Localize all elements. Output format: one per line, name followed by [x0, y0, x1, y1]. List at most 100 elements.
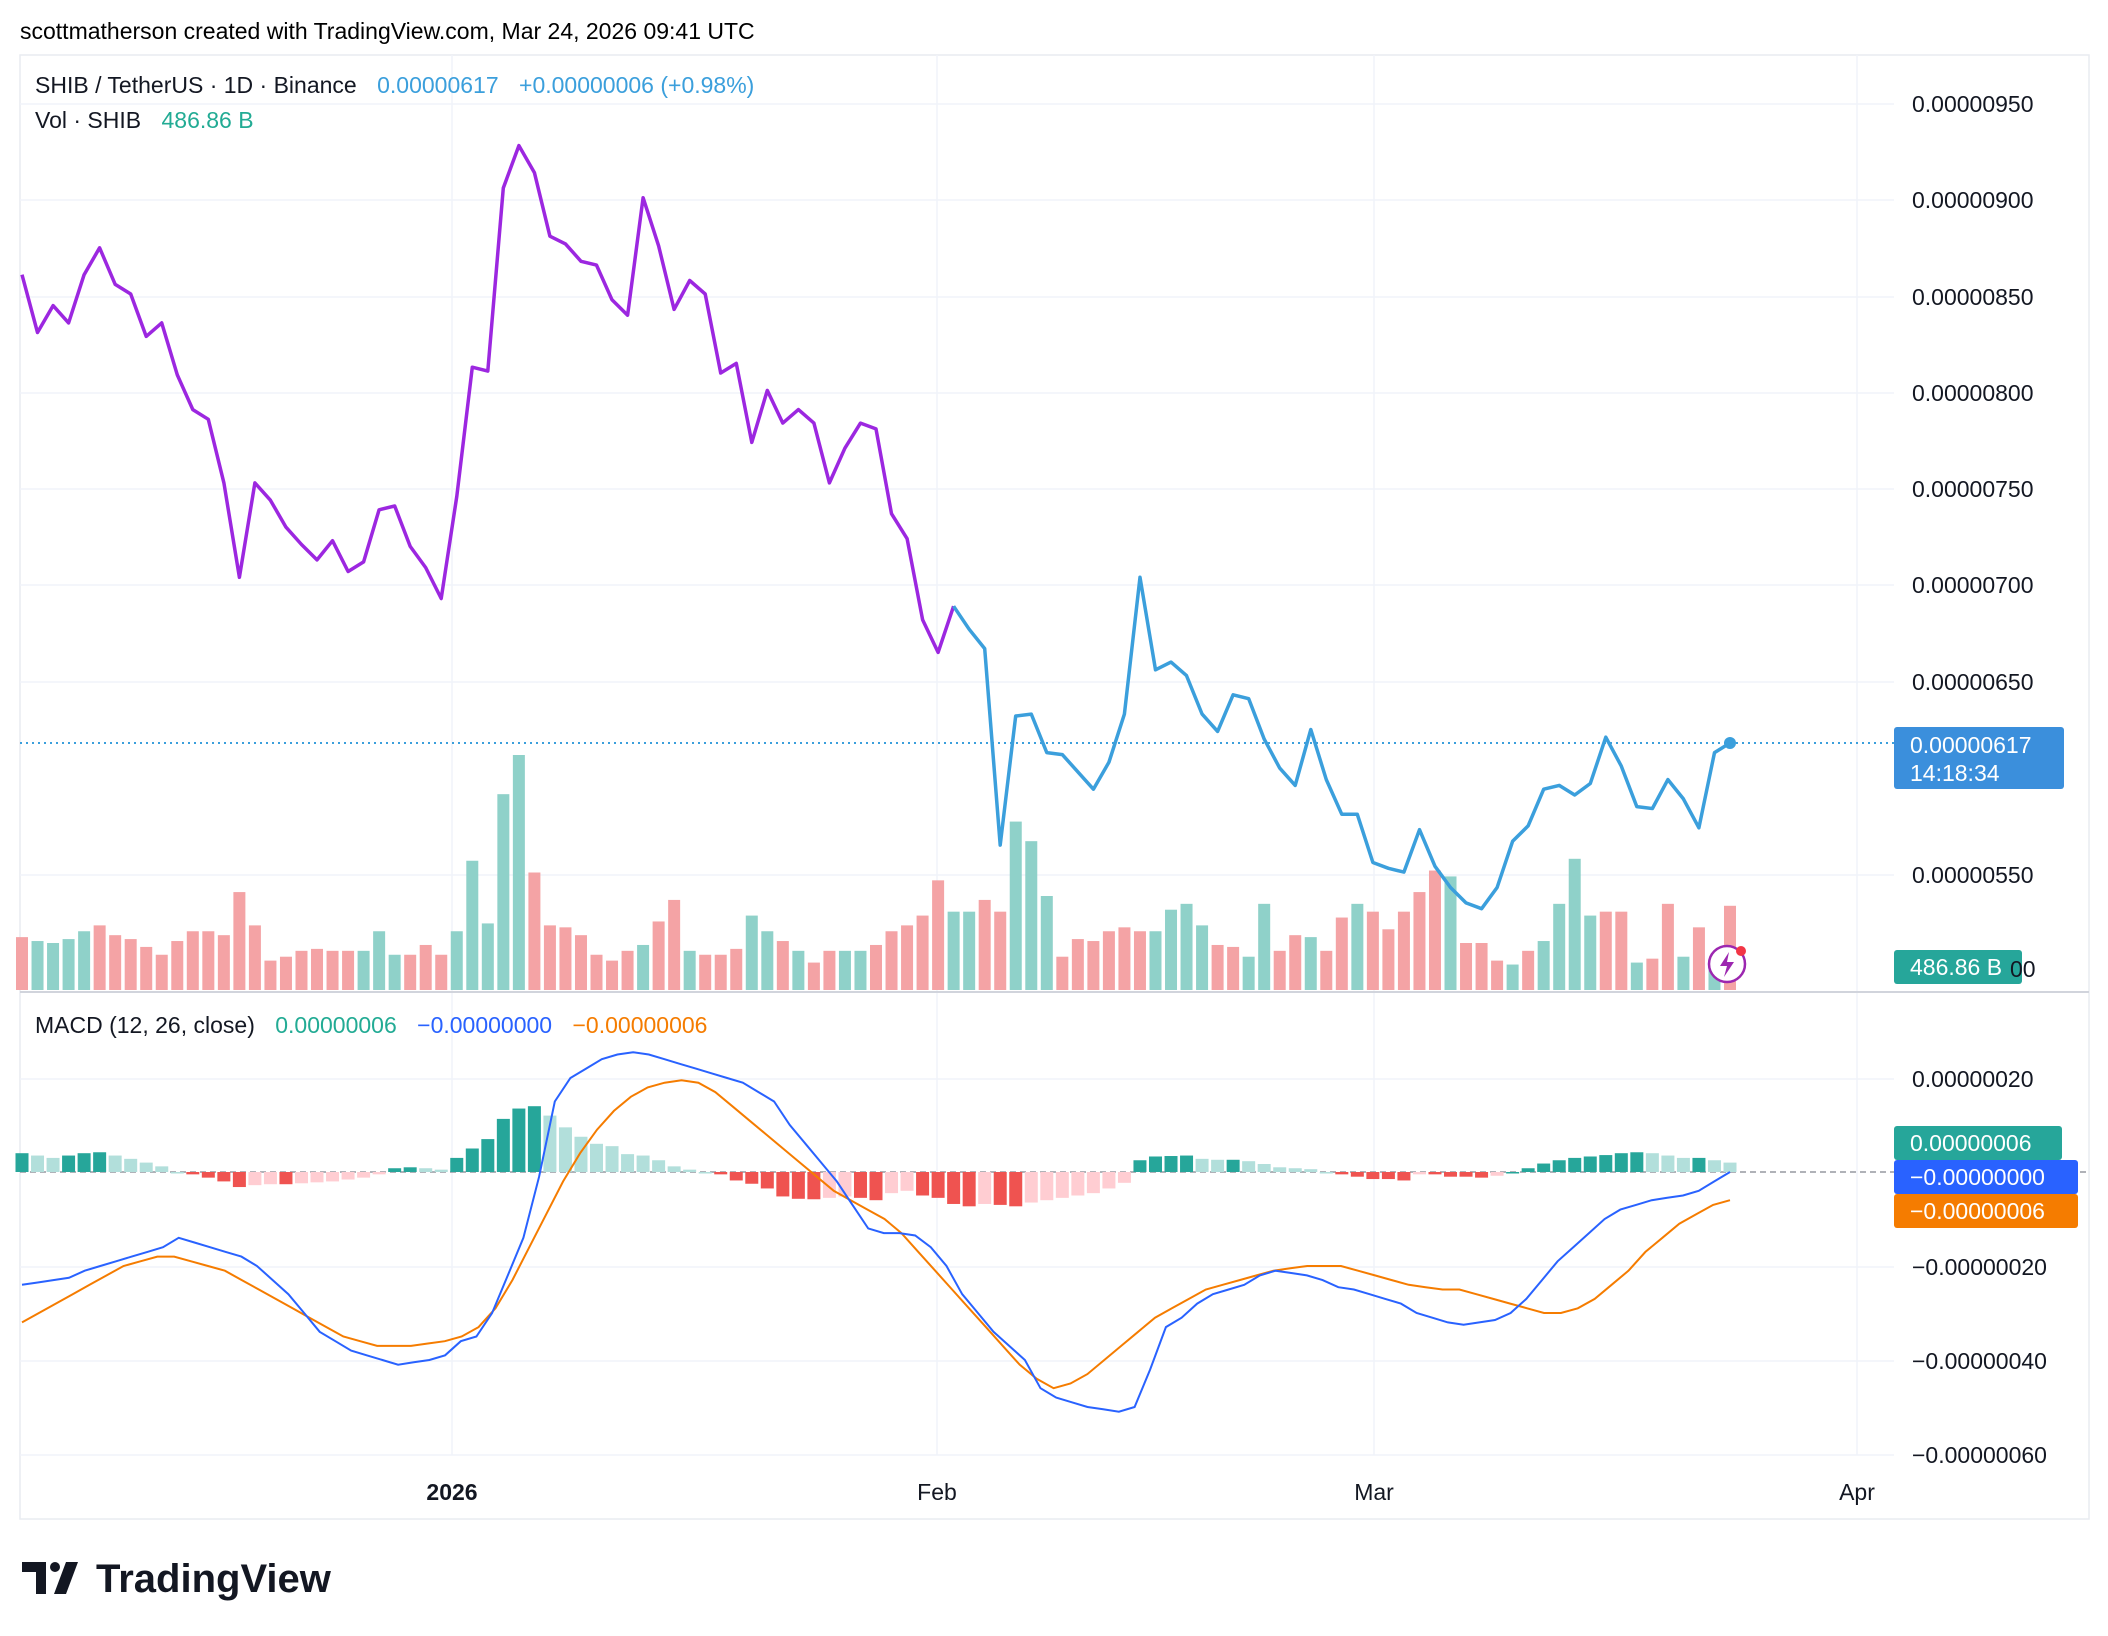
volume-bar [885, 931, 898, 990]
volume-bar [16, 937, 28, 990]
volume-bar [978, 899, 991, 990]
volume-bar [621, 950, 634, 990]
macd-hist-bar [108, 1155, 122, 1172]
macd-hist-bar [1024, 1172, 1038, 1203]
macd-hist-bar [139, 1162, 153, 1172]
volume-bar [1071, 939, 1084, 990]
volume-bar [264, 960, 277, 990]
macd-signal-value: −0.00000006 [573, 1012, 708, 1038]
macd-hist-bar [372, 1172, 386, 1175]
credit-text: scottmatherson created with TradingView.… [20, 18, 755, 44]
macd-hist-bar [1009, 1172, 1023, 1207]
macd-hist-bar [1645, 1153, 1659, 1172]
macd-hist-bar [1211, 1159, 1225, 1172]
volume-bar [854, 950, 867, 990]
macd-hist-bar [1180, 1155, 1194, 1172]
volume-bar [155, 954, 168, 990]
tv-logo-icon [22, 1562, 78, 1594]
volume-bar [1273, 950, 1286, 990]
macd-hist-bar [170, 1172, 184, 1174]
macd-hist-bar [1521, 1168, 1535, 1172]
volume-bar [1584, 915, 1597, 990]
macd-main-line [21, 1051, 1731, 1413]
legend-row-volume: Vol · SHIB 486.86 B [35, 107, 254, 133]
volume-bar [342, 950, 355, 990]
volume-bar [202, 931, 215, 990]
volume-bar [668, 899, 681, 990]
macd-hist-bar [729, 1172, 743, 1181]
macd-hist-bar [1055, 1172, 1069, 1198]
volume-bar [574, 935, 587, 990]
macd-hist-bar [419, 1168, 433, 1172]
macd-hist-bar [434, 1169, 448, 1172]
volume-bar [776, 941, 789, 990]
price-badge-countdown: 14:18:34 [1910, 760, 2000, 786]
macd-hist-bar [885, 1172, 899, 1194]
volume-bar [1320, 950, 1333, 990]
macd-hist-bar [1148, 1156, 1162, 1172]
macd-axis-tick: −0.00000060 [1912, 1442, 2047, 1468]
macd-hist-bar [1117, 1172, 1131, 1183]
macd-hist-bar [1599, 1155, 1613, 1172]
macd-hist-bar [357, 1172, 371, 1178]
last-price-dot [1724, 737, 1736, 749]
volume-bar [606, 960, 619, 990]
macd-hist-bar [155, 1166, 169, 1172]
macd-hist-bar [294, 1172, 308, 1184]
tradingview-logo: TradingView [22, 1557, 332, 1601]
price-axis-tick: 0.00000850 [1912, 284, 2034, 310]
time-axis-tick: 2026 [426, 1479, 477, 1505]
volume-bar [1630, 962, 1643, 990]
volume-bar [1537, 941, 1550, 990]
macd-hist-bar [201, 1172, 215, 1178]
volume-bar [1149, 931, 1162, 990]
price-axis-tick: 0.00000800 [1912, 380, 2034, 406]
volume-bar [1444, 876, 1457, 990]
macd-hist-bar [1661, 1155, 1675, 1172]
macd-hist-bar [1490, 1172, 1504, 1176]
volume-bar [543, 925, 556, 990]
macd-hist-bar [1412, 1172, 1426, 1175]
volume-bar [404, 954, 417, 990]
volume-bar [1196, 925, 1209, 990]
volume-bar [1428, 870, 1441, 990]
time-axis[interactable]: 2026 Feb Mar Apr [426, 1479, 1875, 1505]
volume-bar [1289, 935, 1302, 990]
volume-bar [559, 927, 572, 990]
macd-axis[interactable]: 0.00000020 −0.00000020 −0.00000040 −0.00000… [1912, 1066, 2047, 1468]
volume-bar [745, 915, 758, 990]
volume-bar [295, 950, 308, 990]
macd-signal-line [21, 1079, 1731, 1390]
macd-hist-bar [1676, 1157, 1690, 1172]
volume-bar [761, 931, 774, 990]
macd-hist-bar [760, 1172, 774, 1189]
volume-bar [78, 931, 91, 990]
volume-bar [730, 948, 743, 990]
volume-bar [1661, 903, 1674, 990]
price-line-segment-late [952, 575, 1731, 911]
price-axis-tick: 0.00000950 [1912, 91, 2034, 117]
macd-hist-bar [326, 1172, 340, 1182]
macd-hist-bar [1552, 1160, 1566, 1172]
macd-hist-bar [93, 1152, 107, 1172]
macd-line-badge: −0.00000000 [1894, 1160, 2078, 1194]
price-badge-value: 0.00000617 [1910, 732, 2032, 758]
volume-bar [807, 962, 820, 990]
macd-hist-bar [62, 1155, 76, 1172]
macd-line-badge-value: −0.00000000 [1910, 1164, 2045, 1190]
volume-bar [1475, 943, 1488, 990]
volume-bar [1413, 892, 1426, 990]
volume-bar [683, 950, 696, 990]
volume-bar [171, 941, 184, 990]
realtime-button[interactable] [1707, 944, 1747, 984]
macd-hist-bar [962, 1172, 976, 1207]
macd-hist-bar [683, 1169, 697, 1172]
volume-bar [1335, 917, 1348, 990]
macd-hist-bar [31, 1155, 45, 1172]
price-axis[interactable]: 0.00000950 0.00000900 0.00000850 0.00000800… [1912, 91, 2034, 888]
volume-bar [1118, 927, 1131, 990]
volume-bar [62, 939, 75, 990]
volume-bar [792, 950, 805, 990]
volume-bar [1040, 896, 1053, 990]
